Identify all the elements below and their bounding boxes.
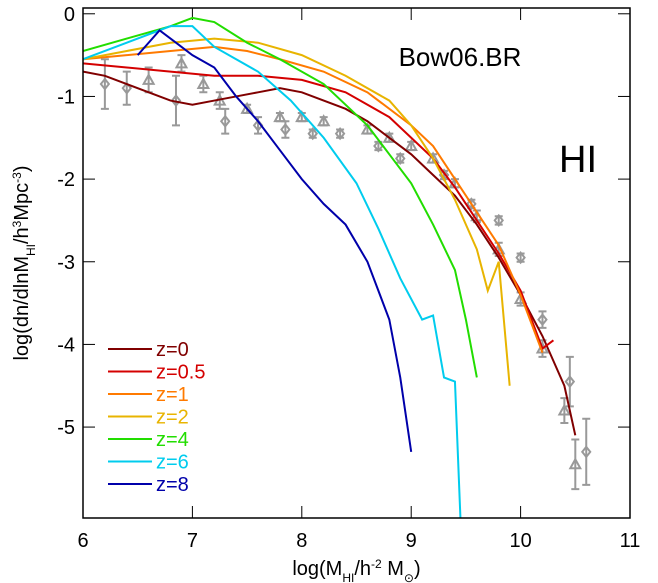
- data-point: [426, 151, 440, 164]
- x-axis-label-part: log(M: [292, 558, 342, 580]
- data-point: [240, 101, 254, 114]
- series-line: [83, 16, 478, 378]
- observation-group: [99, 58, 592, 486]
- x-tick-label: 10: [509, 530, 531, 552]
- data-point: [273, 110, 287, 123]
- data-point: [316, 114, 331, 127]
- x-axis-label-part: -2: [371, 557, 382, 571]
- y-axis-label-part: /h: [11, 227, 33, 244]
- y-axis-label: log(dn/dlnMHI/h3Mpc-3): [10, 165, 38, 360]
- annotation: HI: [559, 139, 597, 181]
- legend-label: z=0.5: [156, 362, 205, 384]
- y-axis-label-part: Mpc: [11, 183, 33, 221]
- data-point: [537, 313, 548, 327]
- x-tick-label: 8: [296, 530, 307, 552]
- data-point: [121, 81, 133, 95]
- y-axis-label-part: log(dn/dlnM: [11, 256, 33, 361]
- y-tick-label: 0: [64, 4, 75, 26]
- data-point: [382, 130, 397, 143]
- plot-frame: [82, 7, 631, 519]
- x-tick-label: 9: [406, 530, 417, 552]
- error-bar: [100, 58, 109, 110]
- data-point: [568, 457, 582, 470]
- x-axis-label-part: /h: [354, 558, 371, 580]
- x-axis-label-part: M: [382, 558, 404, 580]
- data-point: [580, 445, 592, 459]
- x-tick-label: 7: [187, 530, 198, 552]
- data-point: [307, 127, 319, 141]
- error-bar: [171, 74, 180, 127]
- y-axis-label-part: -3: [10, 172, 24, 183]
- data-point: [99, 77, 111, 91]
- x-tick-label: 6: [77, 530, 88, 552]
- legend-label: z=6: [156, 452, 189, 474]
- data-point: [219, 114, 231, 128]
- error-bar: [221, 107, 230, 135]
- error-bar: [122, 70, 131, 106]
- legend-label: z=2: [156, 407, 189, 429]
- legend-label: z=0: [156, 339, 189, 361]
- x-axis-label-part: ): [414, 558, 421, 580]
- y-tick-label: -2: [57, 169, 75, 191]
- data-point: [196, 76, 211, 90]
- data-point: [404, 138, 418, 152]
- legend-label: z=1: [156, 384, 189, 406]
- data-point: [466, 197, 477, 211]
- data-point: [493, 213, 505, 228]
- y-axis-label-part: HI: [24, 244, 38, 256]
- error-bar: [582, 417, 591, 486]
- data-point: [515, 251, 526, 265]
- series-line: [136, 28, 413, 453]
- x-tick-label: 11: [620, 530, 641, 552]
- y-axis-label-part: ): [11, 165, 33, 172]
- error-bar: [571, 438, 580, 491]
- data-point: [174, 56, 189, 69]
- x-axis-label-part: HI: [342, 571, 354, 583]
- series-line: [83, 25, 462, 518]
- data-point: [141, 72, 156, 85]
- series-line: [83, 37, 511, 386]
- data-point: [394, 151, 406, 166]
- y-tick-label: -1: [57, 86, 75, 108]
- legend-label: z=4: [156, 429, 189, 451]
- y-tick-label: -3: [57, 252, 75, 274]
- y-tick-label: -5: [57, 417, 75, 439]
- x-axis-label-part: ⊙: [404, 571, 414, 583]
- data-point: [280, 122, 291, 137]
- y-axis-label-part: 3: [10, 220, 24, 227]
- data-point: [170, 93, 182, 108]
- annotation: Bow06.BR: [399, 42, 522, 72]
- y-tick-label: -4: [57, 334, 75, 356]
- data-point: [557, 403, 572, 416]
- x-axis-label: log(MHI/h-2 M⊙): [292, 557, 420, 583]
- data-point: [334, 127, 346, 141]
- series-line: [83, 70, 577, 436]
- data-point: [564, 375, 576, 389]
- legend-label: z=8: [156, 474, 189, 496]
